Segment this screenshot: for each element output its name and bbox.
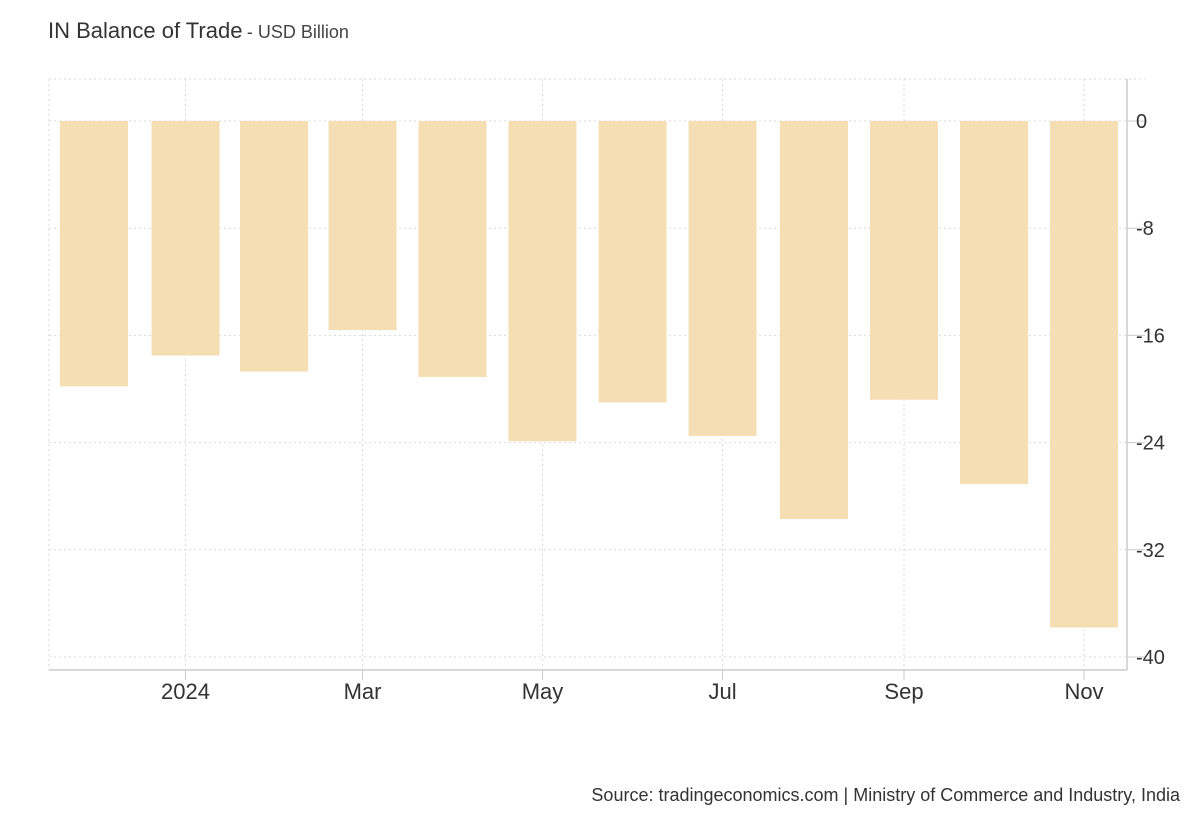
bar-jun-2024	[598, 121, 667, 403]
axis-layer	[49, 79, 1145, 680]
bars-layer	[60, 121, 1118, 628]
x-tick-label: May	[522, 679, 564, 704]
bar-apr-2024	[418, 121, 487, 377]
source-note: Source: tradingeconomics.com | Ministry …	[591, 785, 1180, 805]
bar-feb-2024	[240, 121, 308, 372]
y-tick-label: 0	[1136, 111, 1147, 133]
bar-mar-2024	[328, 121, 397, 331]
chart-subtitle: - USD Billion	[246, 22, 349, 42]
tick-labels-layer: 0 -8 -16 -24 -32 -40 2024 Mar May Jul Sep Nov	[161, 111, 1165, 704]
bar-jul-2024	[688, 121, 757, 436]
y-tick-label: -16	[1136, 325, 1165, 347]
x-tick-label: Mar	[344, 679, 382, 704]
bar-may-2024	[508, 121, 577, 442]
chart-title: IN Balance of Trade	[48, 18, 243, 43]
x-tick-label: Sep	[884, 679, 923, 704]
y-tick-label: -8	[1136, 218, 1154, 240]
y-tick-label: -24	[1136, 433, 1165, 455]
chart-title-block: IN Balance of Trade - USD Billion	[48, 18, 349, 44]
bar-jan-2024	[151, 121, 220, 356]
x-tick-label: Nov	[1064, 679, 1103, 704]
x-tick-label: 2024	[161, 679, 210, 704]
y-tick-label: -40	[1136, 647, 1165, 669]
bar-dec-2023	[60, 121, 128, 387]
bar-sep-2024	[870, 121, 938, 400]
x-tick-label: Jul	[708, 679, 736, 704]
y-tick-label: -32	[1136, 540, 1165, 562]
bar-aug-2024	[780, 121, 848, 519]
bar-nov-2024	[1050, 121, 1118, 628]
bar-oct-2024	[960, 121, 1028, 485]
